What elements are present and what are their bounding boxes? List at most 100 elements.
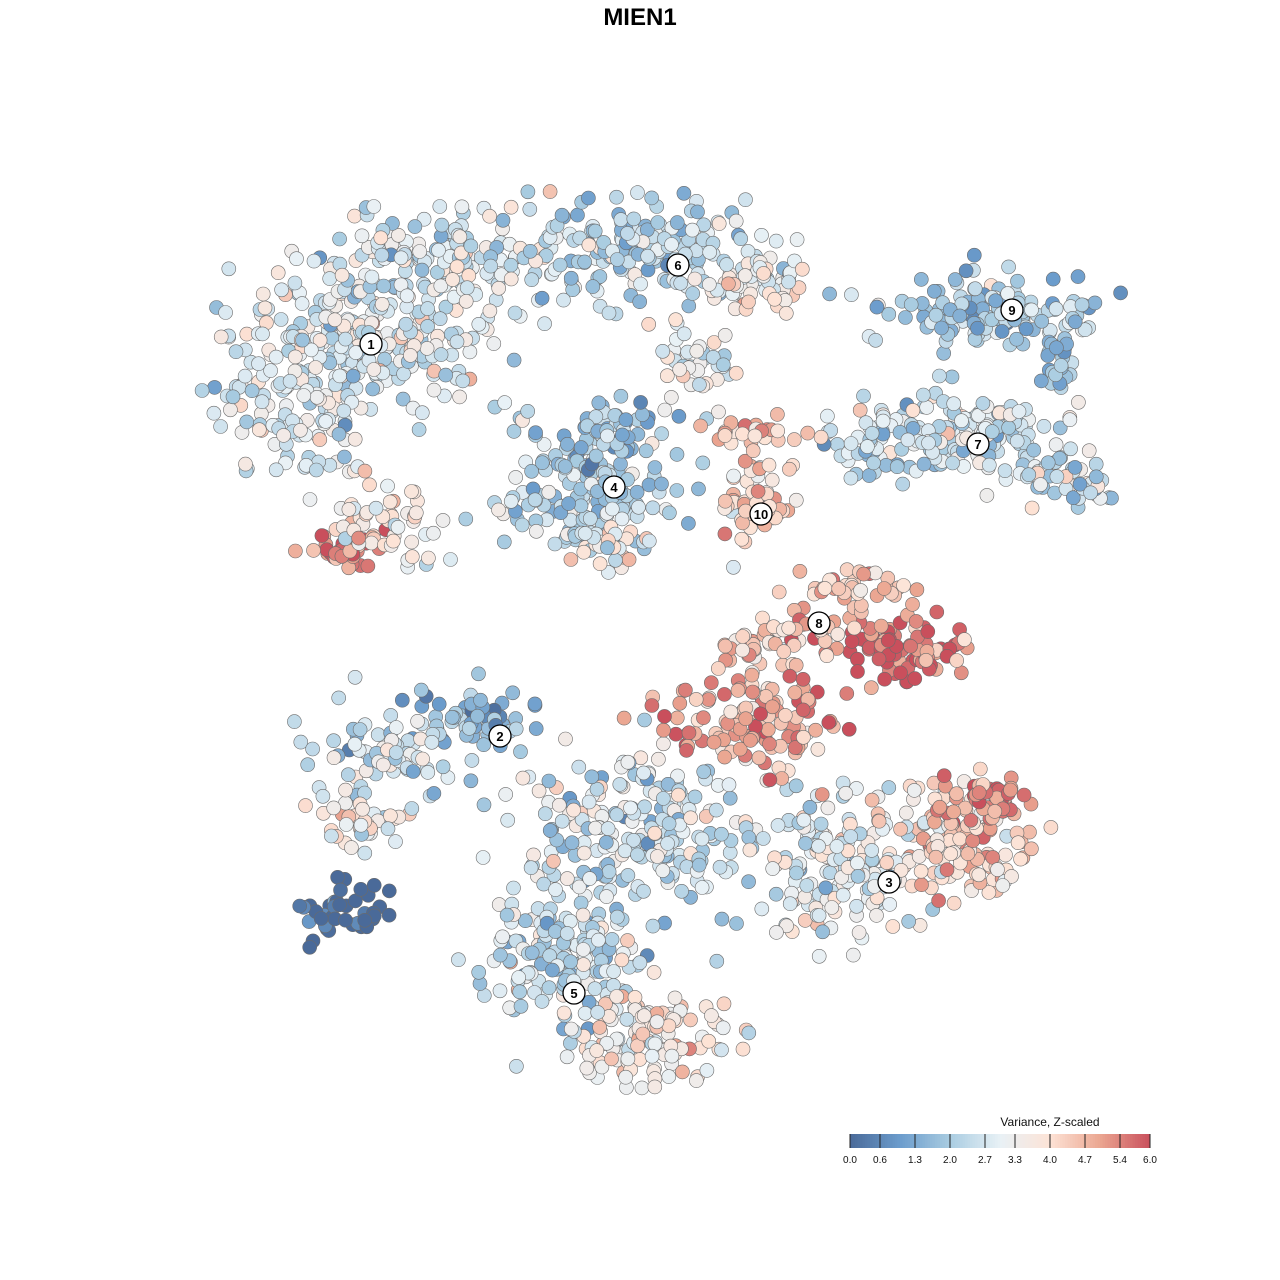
scatter-point [584,769,600,785]
scatter-point [381,907,397,923]
scatter-point [760,722,776,737]
scatter-point [636,765,651,781]
scatter-point [939,862,955,878]
scatter-point [404,549,420,565]
scatter-point [344,840,359,855]
scatter-point [1034,373,1049,389]
legend-gradient-step [1050,1134,1054,1148]
scatter-point [375,757,391,773]
scatter-point [813,429,829,445]
scatter-point [388,745,404,760]
scatter-point [777,708,793,723]
scatter-point [754,901,770,917]
scatter-point [471,964,487,980]
legend-gradient-step [900,1134,904,1148]
scatter-point [905,403,921,418]
scatter-point [851,925,867,940]
scatter-point [390,519,406,535]
scatter-point [561,496,576,511]
scatter-point [655,863,671,878]
legend-gradient-step [962,1134,966,1148]
scatter-point [334,267,350,283]
cluster-label-badge [749,502,773,526]
scatter-point [294,296,310,311]
scatter-point [223,402,238,418]
scatter-point [563,954,578,970]
scatter-point [1034,313,1049,329]
scatter-point [945,455,960,471]
scatter-point [835,887,851,903]
scatter-point [723,704,739,720]
scatter-point [863,680,879,696]
scatter-point [355,801,370,817]
scatter-point [1026,442,1041,458]
scatter-point [524,272,540,288]
scatter-point [685,286,701,301]
legend-gradient-step [1142,1134,1146,1148]
scatter-point [970,320,985,336]
scatter-point [796,812,812,828]
scatter-point [641,533,657,549]
scatter-point [391,228,406,243]
legend-gradient-step [897,1134,901,1148]
scatter-point [1048,437,1064,453]
scatter-point [811,838,826,854]
scatter-point [1077,322,1093,338]
legend-gradient-step [1020,1134,1024,1148]
scatter-point [1049,469,1065,484]
scatter-point [347,431,363,447]
legend-gradient-step [1022,1134,1026,1148]
legend-gradient-step [862,1134,866,1148]
scatter-point [788,492,804,508]
scatter-point [1001,420,1016,436]
scatter-point [873,618,889,634]
scatter-point [997,463,1013,479]
scatter-point [814,787,830,802]
scatter-point [581,190,596,206]
scatter-point [527,492,543,508]
scatter-point [792,563,808,579]
legend-gradient-step [927,1134,931,1148]
scatter-point [786,432,802,447]
scatter-point [620,754,636,770]
scatter-point [843,829,859,844]
scatter-point [1049,340,1064,356]
legend-gradient-step [990,1134,994,1148]
scatter-point [975,396,991,411]
scatter-point [476,737,492,753]
scatter-point [618,1069,634,1085]
scatter-point [709,953,725,969]
scatter-point [1024,302,1039,318]
legend-gradient-step [912,1134,916,1148]
scatter-point [599,889,614,904]
scatter-point [302,492,318,507]
scatter-point [557,459,573,474]
scatter-point [971,785,987,800]
scatter-point [347,208,362,224]
scatter-point [1067,460,1083,475]
scatter-point [531,783,547,799]
scatter-point [327,312,343,328]
scatter-point [839,686,855,701]
legend-gradient-step [930,1134,934,1148]
scatter-point [575,907,591,923]
scatter-point [664,237,679,252]
legend-gradient-step [1130,1134,1134,1148]
scatter-point [745,684,760,700]
scatter-point [710,661,726,676]
scatter-point [577,1005,593,1021]
scatter-point [846,620,862,636]
scatter-point [864,792,880,808]
legend-gradient-step [857,1134,861,1148]
scatter-point [871,651,887,667]
scatter-point [893,821,908,837]
scatter-point [702,245,718,260]
scatter-point [414,405,430,421]
scatter-point [449,259,465,275]
scatter-point [263,363,278,378]
scatter-point [918,652,934,668]
legend-gradient-step [1055,1134,1059,1148]
scatter-point [714,826,729,842]
scatter-point [380,478,395,494]
